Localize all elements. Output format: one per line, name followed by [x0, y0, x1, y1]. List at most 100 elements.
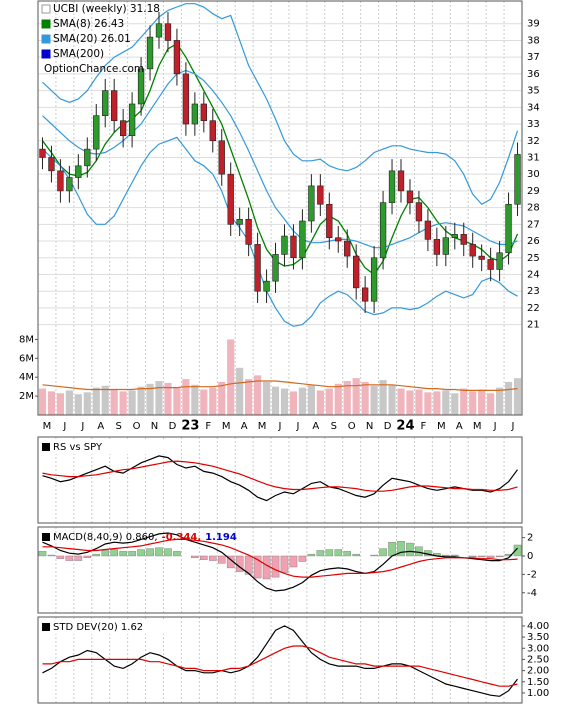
volume-bar: [128, 390, 136, 415]
y-tick-label: 36: [527, 69, 540, 80]
x-tick-label: D: [384, 421, 392, 432]
volume-bar: [504, 381, 513, 415]
histogram-bar: [65, 555, 74, 561]
x-tick-label: 23: [181, 419, 199, 434]
x-tick-label: J: [493, 421, 497, 432]
histogram-bar: [450, 554, 459, 557]
panel-frame: [37, 616, 523, 704]
volume-bar: [209, 387, 217, 415]
y-tick-label: 3.00: [527, 643, 549, 654]
x-tick-label: J: [278, 421, 282, 432]
volume-bar: [236, 367, 244, 415]
candle-body: [263, 280, 270, 292]
legend-label: SMA(8) 26.43: [53, 18, 124, 30]
candle-body: [173, 40, 181, 75]
y-tick-label: 22: [527, 303, 540, 314]
title-bg: [40, 440, 170, 454]
volume-bar: [271, 386, 280, 415]
volume-bar: [424, 392, 432, 415]
panel-title: MACD(8,40,9) 0.860, -0.344, 1.194: [53, 532, 237, 543]
histogram-bar: [164, 548, 172, 557]
volume-bar: [496, 387, 504, 415]
y-tick-label: 31: [527, 152, 540, 163]
y-tick-label: 1.00: [527, 688, 549, 699]
candle-body: [57, 170, 64, 192]
histogram-bar: [83, 555, 92, 559]
y-tick-label: -2: [527, 569, 537, 580]
volume-bar: [47, 391, 56, 415]
y-tick-label: 0: [527, 551, 533, 562]
candle-body: [469, 244, 476, 257]
candle-body: [48, 157, 55, 172]
histogram-bar: [38, 551, 47, 557]
candle-body: [75, 165, 82, 178]
candle-body: [353, 255, 360, 289]
volume-bar: [227, 339, 235, 415]
y-tick-label: 1.50: [527, 677, 549, 688]
candle-body: [361, 287, 369, 302]
volume-bar: [388, 384, 396, 415]
y-tick-label: 29: [527, 186, 540, 197]
volume-bar: [352, 378, 360, 415]
y-tick-label: 39: [527, 19, 540, 30]
volume-bar: [487, 393, 495, 415]
histogram-bar: [137, 549, 145, 557]
legend-label: SMA(200): [53, 48, 104, 60]
candle-body: [397, 170, 405, 192]
volume-bar: [137, 386, 145, 415]
volume-bar: [254, 375, 262, 415]
x-tick-label: J: [80, 421, 84, 432]
histogram-bar: [316, 550, 325, 557]
volume-bar: [280, 388, 289, 415]
candle-body: [111, 90, 118, 121]
candle-body: [478, 255, 485, 260]
volume-average: [42, 380, 518, 391]
title-swatch: [42, 623, 50, 631]
histogram-bar: [119, 551, 127, 557]
x-tick-label: A: [241, 421, 248, 432]
volume-bar: [83, 392, 91, 415]
candle-body: [370, 257, 378, 302]
histogram-bar: [352, 553, 360, 557]
y-tick-label: 32: [527, 136, 540, 147]
histogram-bar: [200, 555, 208, 560]
volume-bar: [262, 381, 271, 415]
histogram-bar: [513, 544, 522, 557]
volume-bar: [298, 387, 306, 415]
volume-bar: [101, 385, 109, 415]
y-tick-label: 2M: [19, 391, 34, 402]
volume-bar: [379, 380, 387, 415]
title-part: -0.344,: [162, 532, 202, 543]
y-tick-label: 38: [527, 35, 540, 46]
volume-bar: [38, 388, 47, 415]
histogram-bar: [388, 541, 396, 557]
x-tick-label: N: [151, 421, 158, 432]
x-tick-label: O: [348, 421, 356, 432]
candle-body: [191, 103, 199, 125]
candle-body: [119, 120, 127, 137]
histogram-bar: [208, 555, 217, 561]
x-tick-label: M: [437, 421, 446, 432]
volume-bar: [406, 390, 414, 415]
legend-label: UCBI (weekly) 31.18: [53, 3, 160, 15]
volume-bar: [469, 391, 477, 415]
candle-body: [406, 190, 414, 203]
indicator-line: [42, 625, 518, 697]
histogram-bar: [101, 550, 110, 557]
candle-body: [388, 170, 396, 203]
volume-bar: [173, 387, 181, 415]
histogram-bar: [325, 549, 334, 557]
title-part: MACD(8,40,9) 0.860,: [53, 532, 158, 543]
candle-body: [281, 235, 288, 255]
candle-body: [254, 244, 261, 292]
candle-body: [496, 252, 503, 270]
candle-body: [102, 90, 109, 116]
candle-body: [272, 254, 279, 282]
y-tick-label: 25: [527, 253, 540, 264]
x-tick-label: J: [295, 421, 299, 432]
histogram-bar: [128, 551, 136, 557]
x-tick-label: 24: [396, 419, 414, 434]
histogram-bar: [307, 553, 316, 557]
candle-body: [84, 148, 91, 167]
